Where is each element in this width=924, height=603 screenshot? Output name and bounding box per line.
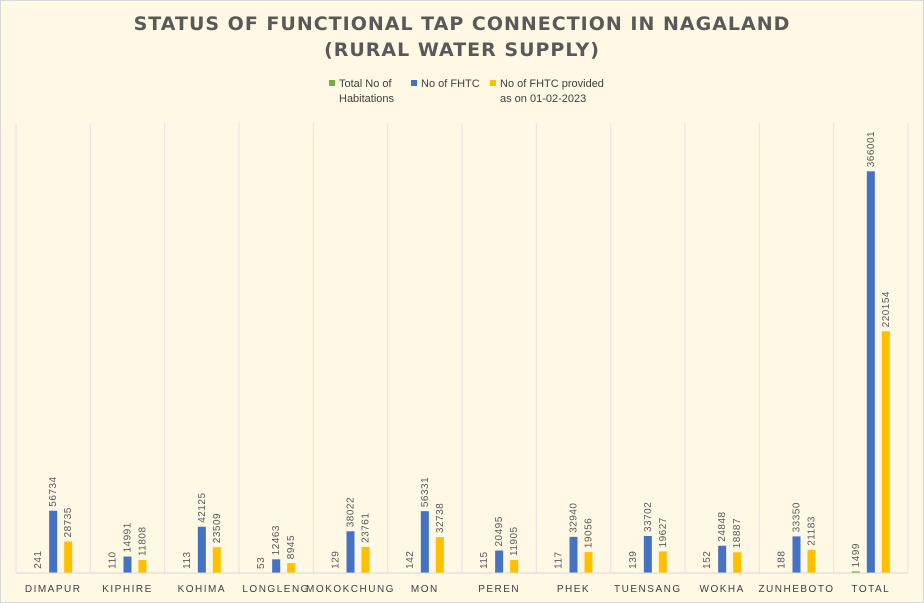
x-tick-label-zunheboto: ZUNHEBOTO bbox=[758, 584, 834, 595]
data-labels: 241 56734 28735 110 14991 11808 113 42125 23509 5… bbox=[33, 131, 892, 569]
data-label-zunheboto-series-1: 188 bbox=[777, 551, 788, 569]
bar-wokha-series-3 bbox=[733, 552, 742, 573]
bar-longleng-series-2 bbox=[272, 559, 281, 573]
data-label-wokha-series-2: 24848 bbox=[717, 511, 728, 541]
bar-kiphire-series-2 bbox=[123, 556, 132, 573]
data-label-kiphire-series-3: 11808 bbox=[138, 526, 149, 556]
bar-tuensang-series-3 bbox=[658, 551, 667, 573]
bar-wokha-series-2 bbox=[718, 545, 727, 573]
data-label-wokha-series-1: 152 bbox=[702, 551, 713, 569]
legend-label-1: Habitations bbox=[339, 93, 395, 105]
data-label-phek-series-2: 32940 bbox=[569, 503, 580, 533]
bar-kohima-series-3 bbox=[212, 547, 221, 573]
bar-kohima-series-2 bbox=[197, 526, 206, 573]
bar-total-series-1 bbox=[851, 571, 860, 573]
category-separators bbox=[15, 123, 909, 573]
bars bbox=[34, 171, 890, 574]
data-label-peren-series-2: 20495 bbox=[494, 516, 505, 546]
x-tick-label-phek: PHEK bbox=[557, 584, 590, 595]
data-label-longleng-series-3: 8945 bbox=[286, 535, 297, 559]
data-label-kiphire-series-1: 110 bbox=[108, 551, 119, 568]
x-tick-label-kohima: KOHIMA bbox=[178, 584, 226, 595]
chart-title-line-2: (RURAL WATER SUPPLY) bbox=[324, 39, 600, 61]
bar-zunheboto-series-2 bbox=[792, 536, 801, 573]
data-label-peren-series-3: 11905 bbox=[509, 526, 520, 556]
data-label-phek-series-3: 19056 bbox=[584, 518, 595, 548]
data-label-phek-series-1: 117 bbox=[554, 551, 565, 568]
bar-mokokchung-series-2 bbox=[346, 531, 355, 573]
bar-peren-series-2 bbox=[495, 550, 504, 573]
data-label-tuensang-series-2: 33702 bbox=[643, 502, 654, 532]
data-label-mon-series-2: 56331 bbox=[420, 477, 431, 507]
bar-dimapur-series-3 bbox=[64, 541, 73, 573]
bar-total-series-2 bbox=[866, 171, 875, 574]
data-label-zunheboto-series-3: 21183 bbox=[807, 516, 818, 546]
data-label-longleng-series-1: 53 bbox=[256, 557, 267, 569]
data-label-dimapur-series-2: 56734 bbox=[48, 476, 59, 506]
legend-swatch-3 bbox=[490, 80, 496, 86]
bar-tuensang-series-2 bbox=[643, 536, 652, 573]
bar-total-series-3 bbox=[881, 331, 890, 573]
data-label-mon-series-1: 142 bbox=[405, 551, 416, 569]
bar-zunheboto-series-3 bbox=[807, 549, 816, 573]
bar-mokokchung-series-3 bbox=[361, 546, 370, 573]
x-tick-label-dimapur: DIMAPUR bbox=[25, 584, 82, 595]
chart-title-line-1: STATUS OF FUNCTIONAL TAP CONNECTION IN N… bbox=[134, 13, 791, 35]
x-tick-label-peren: PEREN bbox=[478, 584, 520, 595]
data-label-total-series-1: 1499 bbox=[851, 543, 862, 567]
legend-label-3: No of FHTC provided bbox=[500, 78, 604, 90]
data-label-longleng-series-2: 12463 bbox=[271, 525, 282, 555]
bar-longleng-series-3 bbox=[287, 563, 296, 573]
x-tick-label-tuensang: TUENSANG bbox=[614, 584, 682, 595]
data-label-wokha-series-3: 18887 bbox=[732, 518, 743, 548]
x-tick-label-mon: MON bbox=[411, 584, 439, 595]
legend-label-2: No of FHTC bbox=[421, 78, 480, 90]
bar-kiphire-series-3 bbox=[138, 560, 147, 573]
data-label-kiphire-series-2: 14991 bbox=[123, 522, 134, 552]
bar-dimapur-series-2 bbox=[49, 510, 58, 573]
legend-swatch-2 bbox=[411, 80, 417, 86]
data-label-zunheboto-series-2: 33350 bbox=[792, 502, 803, 532]
bar-mon-series-2 bbox=[420, 511, 429, 573]
x-tick-label-wokha: WOKHA bbox=[700, 584, 745, 595]
data-label-total-series-2: 366001 bbox=[866, 131, 877, 167]
bar-mon-series-3 bbox=[435, 537, 444, 573]
data-label-tuensang-series-1: 139 bbox=[628, 551, 639, 569]
legend-label-1: Total No of bbox=[339, 78, 393, 90]
bar-peren-series-3 bbox=[510, 559, 519, 573]
data-label-peren-series-1: 115 bbox=[479, 551, 490, 568]
data-label-mokokchung-series-3: 23761 bbox=[361, 513, 372, 543]
data-label-mon-series-3: 32738 bbox=[435, 503, 446, 533]
data-label-kohima-series-1: 113 bbox=[182, 551, 193, 568]
legend: Total No of Habitations No of FHTC No of FH… bbox=[329, 78, 604, 105]
legend-label-3: as on 01-02-2023 bbox=[500, 93, 586, 105]
x-tick-label-kiphire: KIPHIRE bbox=[102, 584, 153, 595]
data-label-mokokchung-series-2: 38022 bbox=[346, 497, 357, 527]
data-label-kohima-series-2: 42125 bbox=[197, 492, 208, 522]
data-label-dimapur-series-1: 241 bbox=[33, 551, 44, 569]
bar-phek-series-3 bbox=[584, 552, 593, 573]
data-label-tuensang-series-3: 19627 bbox=[658, 517, 669, 547]
data-label-mokokchung-series-1: 129 bbox=[331, 551, 342, 569]
data-label-dimapur-series-3: 28735 bbox=[63, 507, 74, 537]
x-tick-label-longleng: LONGLENG bbox=[242, 584, 310, 595]
legend-swatch-1 bbox=[329, 80, 335, 86]
x-tick-label-mokokchung: MOKOKCHUNG bbox=[306, 584, 395, 595]
x-tick-label-total: TOTAL bbox=[851, 584, 890, 595]
bar-phek-series-2 bbox=[569, 536, 578, 573]
data-label-kohima-series-3: 23509 bbox=[212, 513, 223, 543]
data-label-total-series-3: 220154 bbox=[881, 291, 892, 327]
